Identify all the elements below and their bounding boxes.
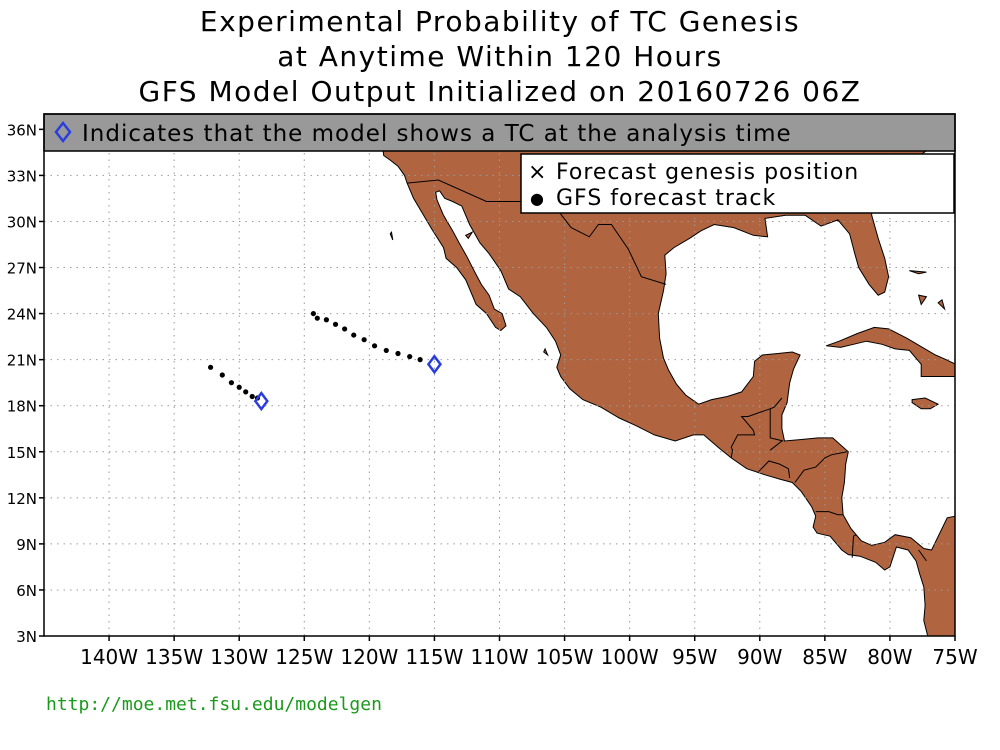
lon-tick-label: 125W [275, 645, 333, 669]
landmass-0 [377, 114, 955, 636]
legend-box [520, 153, 955, 214]
lon-tick-label: 135W [145, 645, 203, 669]
track-point [228, 380, 235, 386]
track-point [243, 389, 249, 395]
border-6 [794, 451, 848, 483]
lon-tick-label: 140W [80, 645, 138, 669]
lon-tick-label: 130W [210, 645, 268, 669]
island-2 [464, 231, 474, 240]
island-5 [937, 298, 946, 311]
island-3 [917, 294, 928, 306]
analysis-diamond-icon [426, 354, 442, 375]
landmass-1 [826, 326, 955, 377]
forecast-tracks [207, 310, 442, 412]
country-borders [407, 179, 927, 562]
lon-tick-label: 100W [601, 645, 659, 669]
lon-tick-label: 115W [405, 645, 463, 669]
border-0 [407, 179, 667, 285]
legend-genesis-label: Forecast genesis position [556, 160, 859, 185]
border-3 [770, 397, 783, 410]
lat-tick-label: 15N [7, 444, 37, 462]
lon-tick-label: 110W [471, 645, 529, 669]
lon-tick-label: 80W [867, 645, 912, 669]
lat-tick-label: 18N [7, 398, 37, 416]
title-line-1: Experimental Probability of TC Genesis [199, 5, 801, 38]
island-4 [909, 270, 927, 275]
track-point [207, 364, 214, 370]
island-0 [389, 231, 394, 241]
track-point [371, 343, 378, 349]
island-1 [543, 347, 549, 357]
title-line-3: GFS Model Output Initialized on 20160726… [138, 75, 862, 108]
lat-tick-label: 3N [16, 628, 37, 646]
lat-tick-label: 27N [7, 260, 37, 278]
border-5 [769, 440, 783, 451]
track-point [249, 393, 255, 400]
title-line-2: at Anytime Within 120 Hours [277, 40, 723, 73]
landmass-2 [911, 397, 940, 410]
border-4 [758, 460, 791, 478]
lon-tick-label: 85W [802, 645, 847, 669]
border-2 [730, 408, 784, 458]
track-point [310, 310, 316, 317]
legend-track-label: GFS forecast track [556, 186, 776, 211]
lat-tick-label: 33N [7, 167, 37, 185]
track-dot-icon: ● [530, 189, 544, 208]
lat-tick-label: 6N [16, 582, 37, 600]
genesis-x-icon: × [528, 160, 546, 185]
border-8 [851, 534, 857, 558]
track-point [417, 357, 423, 363]
lat-tick-label: 9N [16, 536, 37, 554]
track-point [219, 372, 225, 378]
lat-tick-label: 12N [7, 490, 37, 508]
track-point [314, 315, 320, 321]
track-point [342, 326, 348, 332]
track-point [351, 332, 357, 338]
track-point [323, 317, 330, 323]
lon-tick-label: 75W [932, 645, 977, 669]
analysis-banner: Indicates that the model shows a TC at t… [43, 113, 956, 152]
banner-text: Indicates that the model shows a TC at t… [82, 121, 792, 147]
track-point [407, 353, 413, 360]
axis-ticks: 3N 6N 9N 12N 15N 18N 21N 24N 27N 30N 33N 36N 140W 135… [7, 121, 978, 669]
analysis-diamond-icon [253, 391, 269, 412]
lon-tick-label: 120W [340, 645, 398, 669]
diamond-icon [54, 120, 72, 144]
land-layer [377, 114, 955, 636]
track-point [236, 384, 242, 390]
lat-tick-label: 24N [7, 306, 37, 324]
track-point [383, 347, 389, 354]
source-url: http://moe.met.fsu.edu/modelgen [46, 694, 382, 715]
lon-tick-label: 105W [536, 645, 594, 669]
border-9 [918, 549, 927, 562]
legend: × Forecast genesis position ● GFS foreca… [520, 153, 955, 214]
border-7 [815, 511, 844, 516]
track-point [395, 350, 401, 357]
lon-tick-label: 90W [737, 645, 782, 669]
track-point [361, 337, 367, 343]
track-point [332, 321, 339, 327]
lon-tick-label: 95W [672, 645, 717, 669]
lat-tick-label: 21N [7, 352, 37, 370]
lat-tick-label: 30N [7, 213, 37, 231]
lat-tick-label: 36N [7, 121, 37, 139]
